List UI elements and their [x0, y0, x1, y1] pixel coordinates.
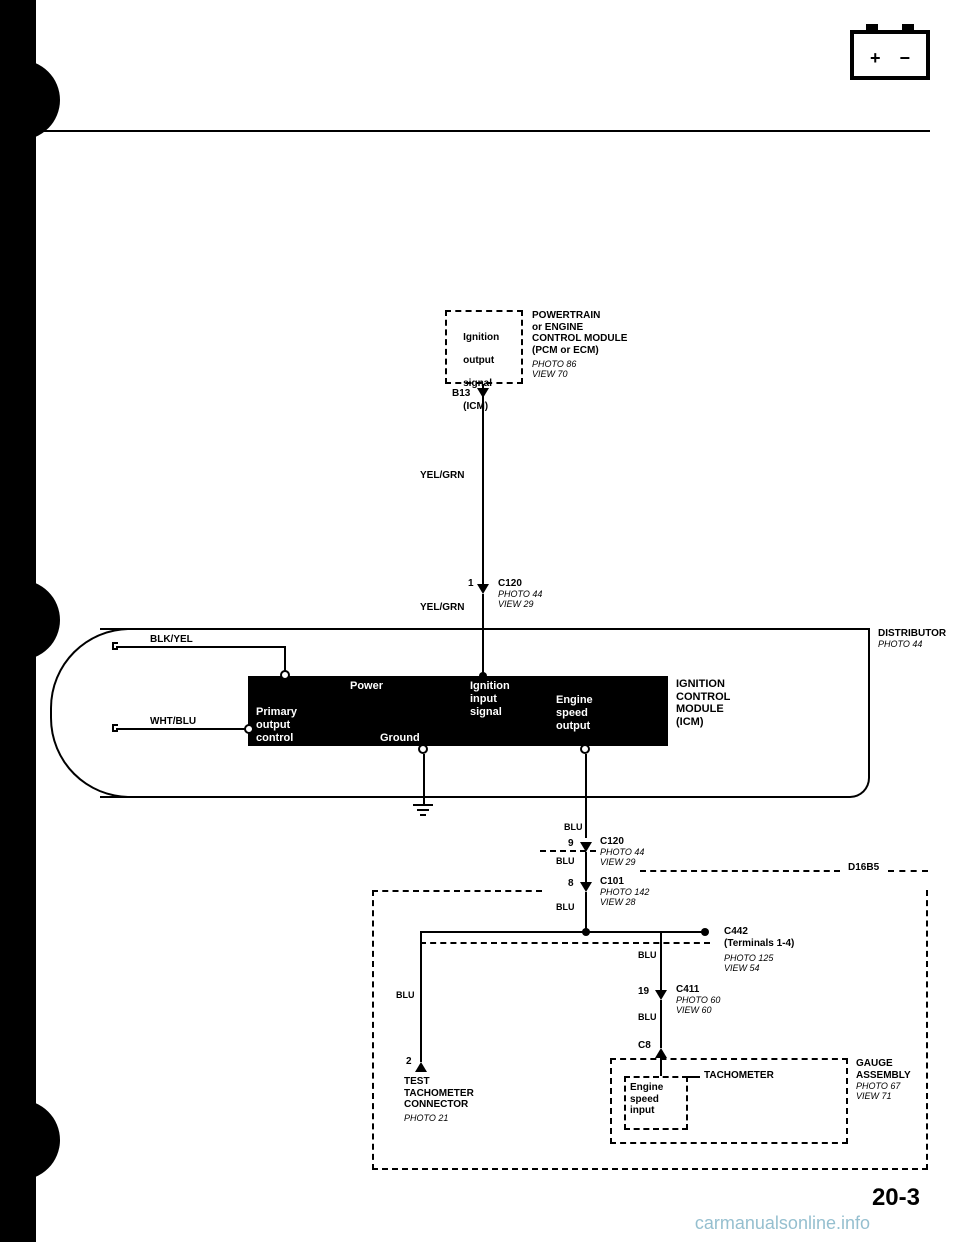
node — [701, 928, 709, 936]
c120b-name: C120 — [600, 836, 624, 848]
icm-primary: Primary output control — [256, 706, 297, 746]
arrow — [655, 1048, 667, 1058]
wire — [423, 754, 425, 804]
arrow — [655, 990, 667, 1000]
gauge-label: GAUGE ASSEMBLY — [856, 1058, 911, 1081]
terminal — [280, 670, 290, 680]
wire — [116, 728, 249, 730]
c411-sub: PHOTO 60 VIEW 60 — [676, 996, 720, 1016]
c101-name: C101 — [600, 876, 624, 888]
wire-blu: BLU — [556, 856, 575, 866]
battery-minus: − — [899, 48, 910, 69]
pcm-pin: B13 — [452, 388, 470, 400]
wire-blu: BLU — [638, 1012, 657, 1022]
dashed-line — [888, 870, 928, 872]
hook — [112, 642, 118, 650]
arrow — [477, 584, 489, 594]
c442-sub: (Terminals 1-4) — [724, 938, 794, 950]
wire — [660, 932, 662, 992]
c120b-pin: 9 — [568, 838, 574, 850]
wire — [688, 1076, 700, 1078]
c411-pin: 19 — [638, 986, 649, 998]
wire-color: WHT/BLU — [150, 716, 196, 728]
pcm-box-text: Ignition output signal (ICM) — [452, 320, 499, 424]
wire-color: YEL/GRN — [420, 470, 464, 482]
watermark: carmanualsonline.info — [695, 1213, 870, 1234]
arrow — [477, 388, 489, 398]
wire — [420, 931, 705, 933]
wire — [482, 384, 484, 584]
test-pin: 2 — [406, 1056, 412, 1068]
icm-box — [248, 676, 668, 746]
terminal — [244, 724, 254, 734]
test-label: TEST TACHOMETER CONNECTOR — [404, 1076, 474, 1111]
dashed-line — [372, 890, 542, 892]
pcm-title: POWERTRAIN or ENGINE CONTROL MODULE (PCM… — [532, 310, 627, 356]
distributor-curve — [50, 628, 150, 798]
battery-icon: + − — [850, 30, 930, 80]
binder-ring — [0, 60, 60, 140]
c120-sub: PHOTO 44 VIEW 29 — [498, 590, 542, 610]
c8-label: C8 — [638, 1040, 651, 1052]
c442-sub2: PHOTO 125 VIEW 54 — [724, 954, 773, 974]
gauge-sub: PHOTO 67 VIEW 71 — [856, 1082, 900, 1102]
tach-inner-text: Engine speed input — [630, 1082, 663, 1117]
c101-pin: 8 — [568, 878, 574, 890]
arrow — [415, 1062, 427, 1072]
wire-blu: BLU — [638, 950, 657, 960]
node — [479, 672, 487, 680]
terminal — [418, 744, 428, 754]
battery-plus: + — [870, 48, 881, 69]
page-number: 20-3 — [872, 1184, 920, 1212]
pcm-sub: PHOTO 86 VIEW 70 — [532, 360, 576, 380]
ground-symbol — [413, 804, 433, 818]
dashed-line — [420, 942, 710, 944]
hook — [112, 724, 118, 732]
c411-name: C411 — [676, 984, 699, 996]
engine-note: D16B5 — [848, 862, 879, 874]
c120-pin: 1 — [468, 578, 474, 590]
terminal — [580, 744, 590, 754]
wire-color: BLK/YEL — [150, 634, 193, 646]
icm-ignition: Ignition input signal — [470, 680, 510, 720]
dashed-line — [540, 850, 596, 852]
c442-name: C442 — [724, 926, 748, 938]
wire — [660, 1058, 662, 1076]
dashed-line — [640, 870, 840, 872]
wire — [585, 754, 587, 838]
tach-label: TACHOMETER — [704, 1070, 774, 1082]
c120b-sub: PHOTO 44 VIEW 29 — [600, 848, 644, 868]
wire — [660, 1000, 662, 1048]
wire — [420, 932, 422, 1062]
icm-power: Power — [350, 680, 383, 693]
icm-ground: Ground — [380, 732, 420, 745]
wiring-diagram: Ignition output signal (ICM) POWERTRAIN … — [40, 130, 930, 1190]
wire — [116, 646, 286, 648]
wire-color: YEL/GRN — [420, 602, 464, 614]
wire-blu: BLU — [396, 990, 415, 1000]
c120-name: C120 — [498, 578, 522, 590]
test-sub: PHOTO 21 — [404, 1114, 448, 1124]
icm-engine: Engine speed output — [556, 694, 593, 734]
icm-label: IGNITION CONTROL MODULE (ICM) — [676, 678, 730, 729]
wire — [585, 892, 587, 932]
distributor-label: DISTRIBUTOR — [878, 628, 946, 640]
distributor-sub: PHOTO 44 — [878, 640, 922, 650]
wire-blu: BLU — [564, 822, 583, 832]
